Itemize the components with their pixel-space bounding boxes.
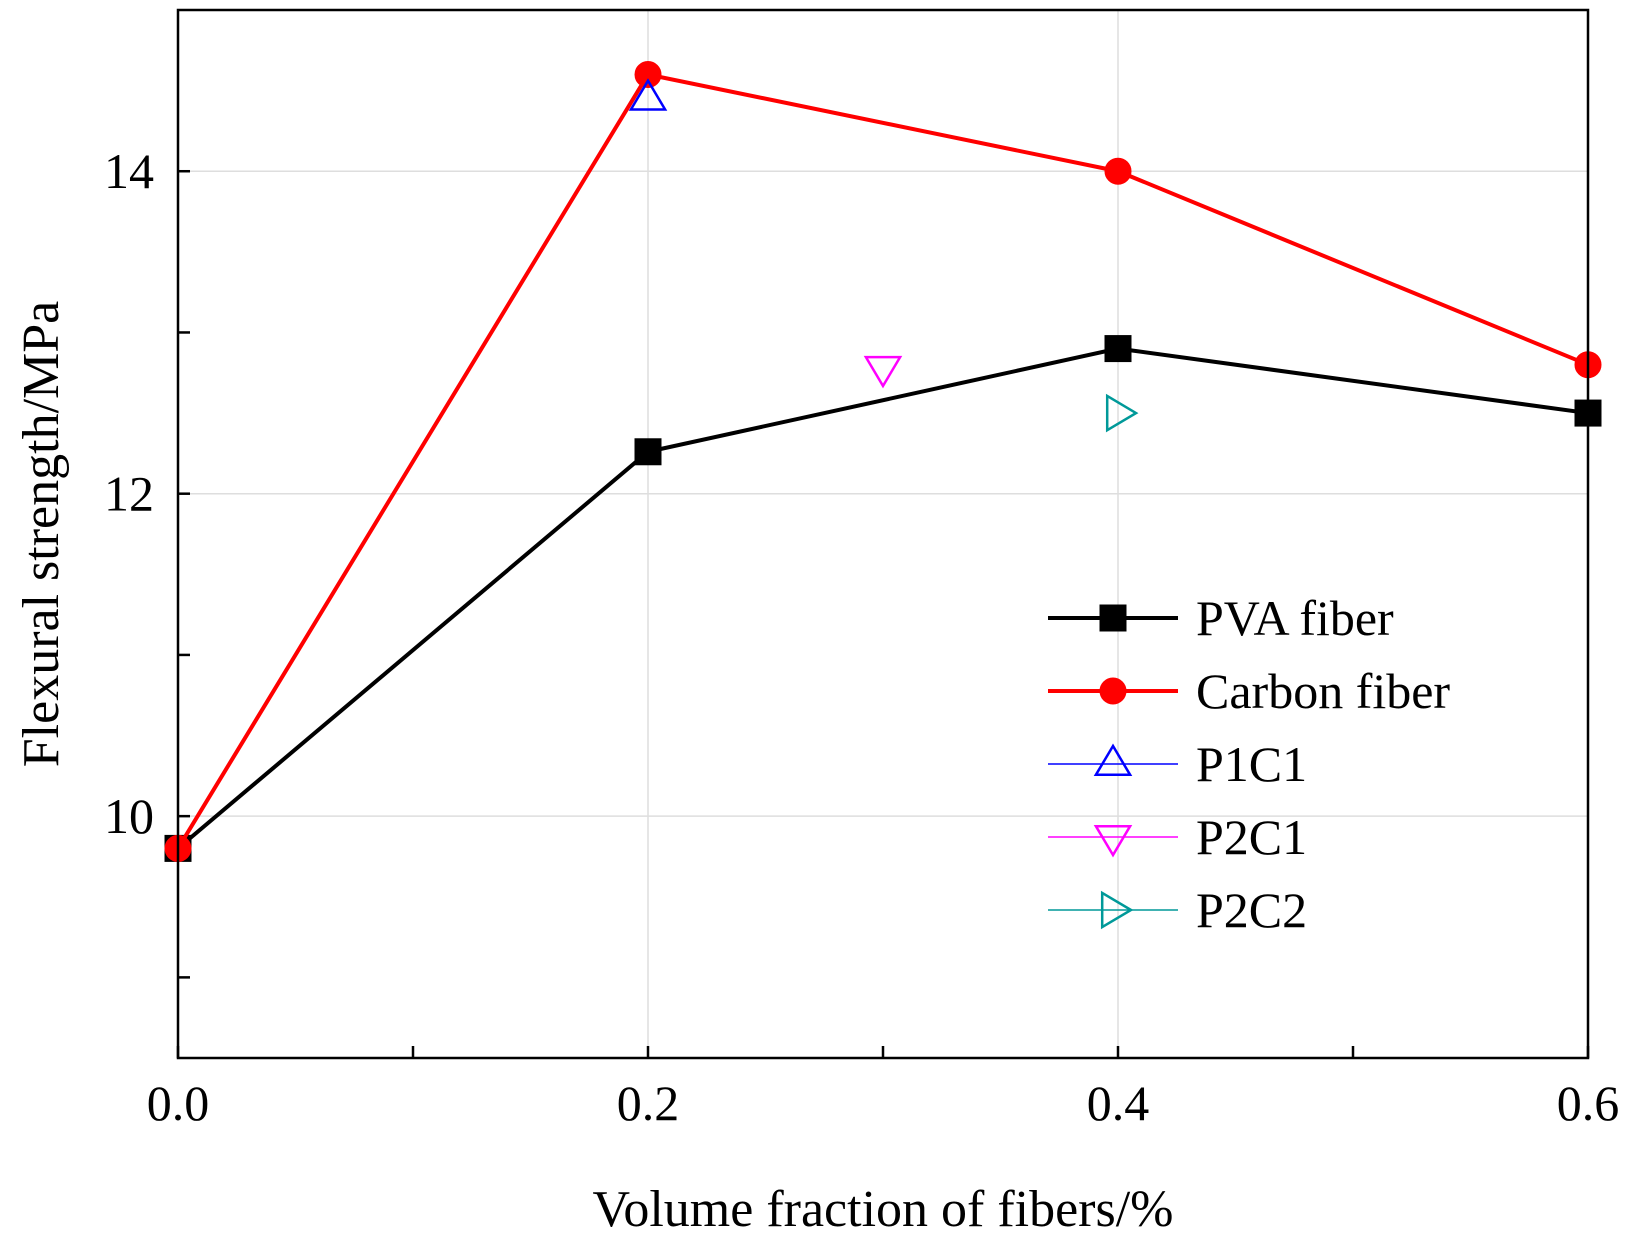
grid-lines <box>178 10 1588 1058</box>
legend-marker-p1c1 <box>1093 743 1133 777</box>
legend-label-carbon-fiber: Carbon fiber <box>1196 663 1450 719</box>
series-line-carbon-fiber <box>176 72 1589 850</box>
legend: PVA fiber Carbon fiber P1C1 P2C1 P2C2 <box>1048 590 1450 938</box>
y-tick-label: 14 <box>104 143 154 199</box>
y-tick-label: 12 <box>104 466 154 522</box>
data-point-carbon-fiber <box>634 60 662 88</box>
legend-entry-p1c1: P1C1 <box>1048 736 1307 792</box>
legend-label-p2c1: P2C1 <box>1196 809 1307 865</box>
data-point-carbon-fiber <box>1104 157 1132 185</box>
series-p2c1 <box>863 355 903 389</box>
data-point-p2c1 <box>863 355 903 389</box>
series-p1c1 <box>628 78 668 111</box>
series-carbon-fiber <box>164 60 1602 862</box>
legend-entry-carbon-fiber: Carbon fiber <box>1048 663 1450 719</box>
legend-entry-p2c1: P2C1 <box>1048 809 1307 865</box>
x-tick-label: 0.4 <box>1087 1075 1150 1131</box>
plot-frame <box>176 8 1590 1060</box>
series-layer <box>164 60 1602 862</box>
y-tick-label: 10 <box>104 788 154 844</box>
data-point-pva-fiber <box>1104 335 1132 363</box>
legend-marker-pva-fiber <box>1099 604 1127 632</box>
x-tick-label: 0.2 <box>617 1075 680 1131</box>
data-point-pva-fiber <box>634 438 662 466</box>
legend-entry-pva-fiber: PVA fiber <box>1048 590 1394 646</box>
data-point-p1c1 <box>628 78 668 111</box>
legend-marker-p2c1 <box>1093 824 1133 858</box>
series-line-pva-fiber <box>176 346 1589 850</box>
axis-ticks: 0.0 0.2 0.4 0.6 10 12 14 <box>104 143 1619 1131</box>
legend-label-p2c2: P2C2 <box>1196 882 1307 938</box>
x-tick-label: 0.6 <box>1557 1075 1620 1131</box>
legend-marker-carbon-fiber <box>1099 677 1127 705</box>
data-point-p2c2 <box>1105 393 1139 433</box>
legend-entry-p2c2: P2C2 <box>1048 882 1307 938</box>
y-axis-title: Flexural strength/MPa <box>13 301 70 768</box>
legend-label-p1c1: P1C1 <box>1196 736 1307 792</box>
x-axis-title: Volume fraction of fibers/% <box>593 1181 1174 1238</box>
legend-marker-p2c2 <box>1100 890 1134 930</box>
legend-label-pva-fiber: PVA fiber <box>1196 590 1394 646</box>
x-tick-label: 0.0 <box>147 1075 210 1131</box>
series-p2c2 <box>1105 393 1139 433</box>
